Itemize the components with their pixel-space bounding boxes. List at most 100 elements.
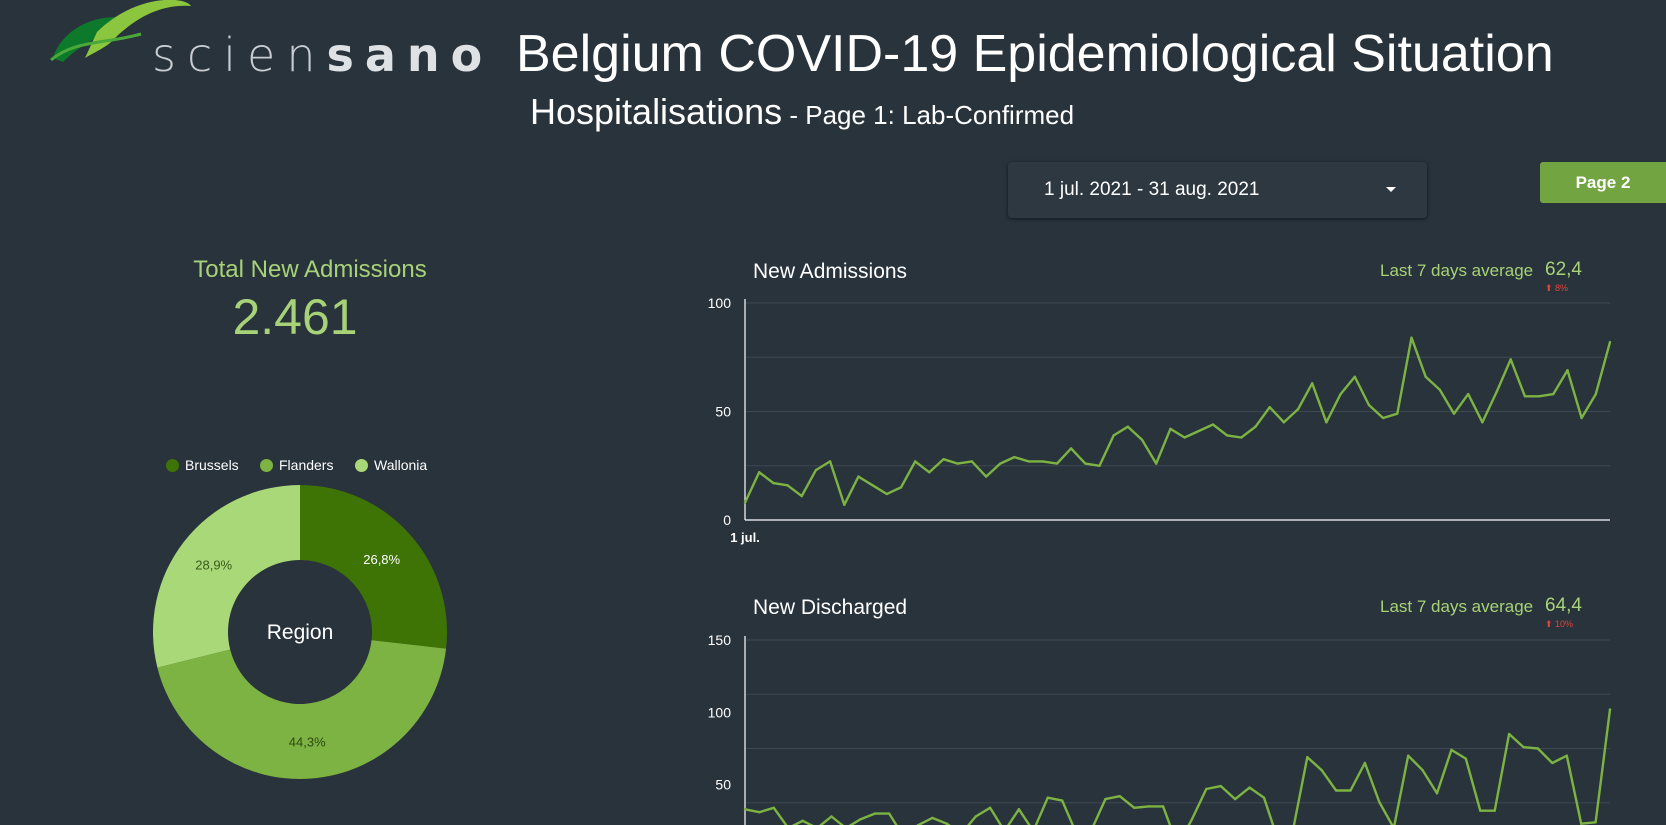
page-2-button[interactable]: Page 2 — [1540, 162, 1666, 203]
admissions-data-point — [786, 484, 789, 487]
discharged-data-point — [1205, 787, 1208, 791]
admissions-data-point — [1594, 392, 1598, 396]
admissions-data-point — [1055, 462, 1059, 465]
discharged-data-point — [1536, 747, 1540, 750]
discharged-y-tick-label: 150 — [708, 632, 732, 648]
admissions-data-point — [1183, 436, 1186, 439]
discharged-avg-label: Last 7 days average — [1380, 597, 1534, 616]
discharged-data-point — [1104, 797, 1107, 801]
discharged-data-point — [1363, 761, 1367, 765]
admissions-avg-label: Last 7 days average — [1380, 261, 1534, 280]
discharged-series-line — [744, 709, 1612, 825]
admissions-data-point — [800, 494, 803, 498]
admissions-data-point — [1481, 421, 1484, 424]
admissions-data-point — [843, 503, 846, 507]
admissions-data-point — [1452, 412, 1456, 415]
donut-center-label: Region — [267, 621, 334, 644]
discharged-data-point — [1046, 796, 1049, 799]
discharged-data-point — [859, 818, 862, 821]
admissions-data-point — [942, 458, 945, 461]
discharged-data-point — [1349, 789, 1352, 792]
sciensano-logo — [50, 0, 191, 62]
discharged-data-point — [1248, 786, 1251, 789]
legend-dot-brussels — [166, 458, 179, 472]
discharged-data-point — [1507, 732, 1511, 736]
discharged-chart-title: New Discharged — [753, 596, 908, 619]
admissions-data-point — [1353, 375, 1356, 378]
admissions-x-tick-label: 1 jul. — [730, 530, 760, 545]
admissions-data-point — [1268, 405, 1271, 409]
total-admissions-value: 2.461 — [232, 289, 358, 345]
admissions-data-point — [814, 468, 818, 472]
admissions-data-point — [956, 462, 959, 465]
admissions-y-tick-label: 100 — [708, 295, 732, 311]
admissions-data-point — [1552, 392, 1555, 396]
admissions-data-point — [1240, 436, 1243, 439]
discharged-data-point — [945, 822, 949, 825]
admissions-data-point — [1098, 464, 1101, 467]
logo-swoosh — [50, 32, 142, 62]
admissions-data-point — [1367, 403, 1371, 407]
discharged-data-point — [1406, 754, 1410, 757]
admissions-data-point — [772, 481, 775, 485]
admissions-data-point — [857, 475, 860, 478]
discharged-data-point — [772, 806, 776, 810]
admissions-data-point — [1126, 425, 1130, 428]
admissions-data-point — [1608, 340, 1612, 344]
discharged-data-point — [1594, 821, 1597, 824]
discharged-data-point — [1118, 795, 1122, 798]
page-subtitle: Hospitalisations - Page 1: Lab-Confirmed — [530, 91, 1074, 133]
admissions-line-chart: 0 50 100 1 jul. — [708, 295, 1612, 545]
admissions-data-point — [757, 471, 761, 474]
legend-dot-wallonia — [355, 458, 368, 472]
admissions-avg-delta: ⬆ 8% — [1545, 283, 1569, 293]
admissions-data-point — [828, 460, 832, 463]
admissions-data-point — [1410, 336, 1413, 339]
admissions-data-point — [999, 462, 1002, 465]
admissions-chart-title: New Admissions — [753, 260, 908, 283]
discharged-y-tick-label: 50 — [715, 777, 731, 793]
admissions-data-point — [1424, 375, 1427, 378]
admissions-data-point — [1069, 447, 1073, 450]
discharged-data-point — [1493, 809, 1496, 812]
admissions-data-point — [885, 492, 889, 496]
discharged-data-point — [1190, 818, 1194, 821]
discharged-data-point — [1233, 797, 1237, 801]
admissions-data-point — [1325, 421, 1328, 424]
admissions-data-point — [1580, 416, 1583, 420]
donut-slice-flanders — [157, 640, 447, 779]
page-title: Belgium COVID-19 Epidemiological Situati… — [516, 25, 1554, 83]
discharged-avg-value: 64,4 — [1545, 595, 1582, 616]
legend-label-wallonia: Wallonia — [374, 457, 428, 473]
legend-item-wallonia[interactable]: Wallonia — [355, 457, 427, 473]
discharged-data-point — [1479, 809, 1482, 812]
discharged-data-point — [1219, 784, 1222, 788]
admissions-data-point — [1084, 462, 1087, 465]
admissions-data-point — [1537, 395, 1541, 398]
legend-item-brussels[interactable]: Brussels — [166, 457, 239, 473]
discharged-data-point — [1060, 799, 1064, 802]
discharged-data-point — [1464, 757, 1468, 760]
discharged-data-point — [1378, 800, 1381, 804]
admissions-data-point — [928, 471, 931, 474]
legend-item-flanders[interactable]: Flanders — [260, 457, 333, 473]
admissions-data-point — [970, 460, 974, 463]
subtitle-main: Hospitalisations — [530, 91, 783, 132]
date-range-picker[interactable]: 1 jul. 2021 - 31 aug. 2021 — [1008, 162, 1427, 218]
discharged-data-point — [1147, 805, 1150, 808]
admissions-data-point — [1197, 429, 1200, 433]
discharged-data-point — [1133, 806, 1136, 810]
admissions-data-point — [1155, 462, 1158, 465]
admissions-data-point — [1339, 392, 1342, 396]
total-admissions-label: Total New Admissions — [193, 256, 427, 283]
date-range-value: 1 jul. 2021 - 31 aug. 2021 — [1044, 179, 1260, 200]
admissions-data-point — [1566, 369, 1569, 372]
discharged-data-point — [1522, 745, 1525, 749]
discharged-data-point — [1017, 808, 1021, 811]
logo-leaf-light — [85, 0, 191, 58]
admissions-series-line — [743, 336, 1612, 507]
admissions-data-point — [1254, 425, 1257, 428]
admissions-data-point — [1396, 412, 1399, 415]
discharged-y-tick-label: 100 — [708, 704, 732, 720]
donut-slice-wallonia — [153, 485, 300, 668]
